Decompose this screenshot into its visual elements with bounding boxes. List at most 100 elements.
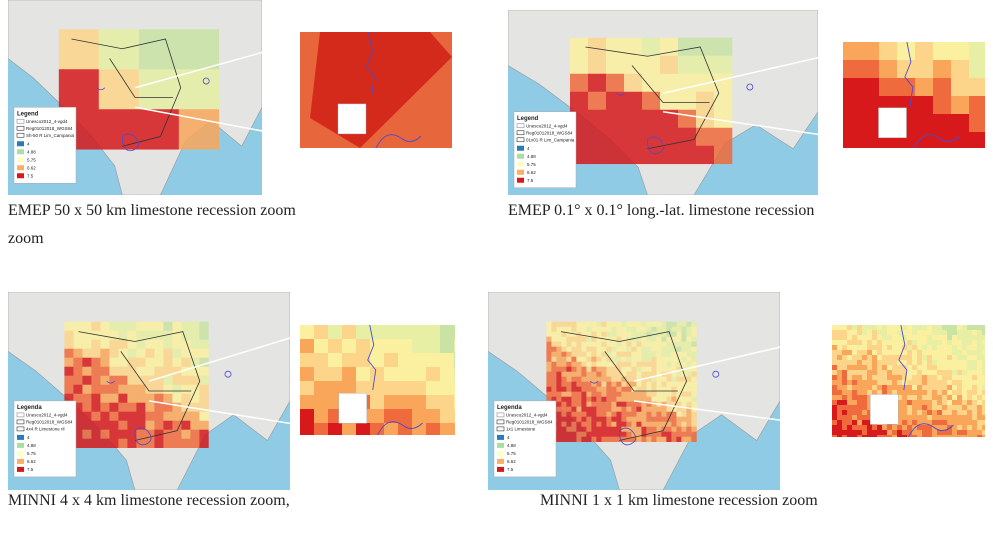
heat-cell: [691, 426, 697, 432]
zoom-cell: [877, 335, 883, 341]
zoom-cell: [861, 42, 880, 61]
heat-cell: [678, 109, 697, 129]
zoom-cell: [932, 345, 938, 351]
zoom-cell: [842, 370, 848, 376]
heat-cell: [621, 366, 627, 372]
heat-cell: [676, 371, 682, 377]
heat-cell: [681, 326, 687, 332]
heat-cell: [671, 426, 677, 432]
legend: LegendaUnesco2012_4-vgd4Reg01012018_WGS8…: [493, 400, 557, 478]
heat-cell: [642, 73, 661, 93]
heat-cell: [616, 426, 622, 432]
heat-cell: [566, 366, 572, 372]
zoom-cell: [867, 430, 873, 436]
heat-cell: [136, 429, 146, 439]
zoom-cell: [967, 340, 973, 346]
zoom-cell: [862, 325, 868, 331]
heat-cell: [571, 391, 577, 397]
zoom-cell: [454, 353, 455, 368]
heat-cell: [641, 431, 647, 437]
zoom-cell: [927, 435, 933, 437]
zoom-cell: [843, 114, 862, 133]
heat-cell: [601, 361, 607, 367]
heat-cell: [172, 438, 182, 448]
heat-cell: [551, 346, 557, 352]
zoom-cell: [977, 360, 983, 366]
heat-cell: [199, 375, 209, 385]
zoom-cell: [867, 380, 873, 386]
heat-cell: [556, 351, 562, 357]
heat-cell: [631, 321, 637, 327]
heat-cell: [571, 431, 577, 437]
zoom-cell: [314, 367, 329, 382]
zoom-cell: [877, 365, 883, 371]
heat-cell: [606, 421, 612, 427]
heat-cell: [118, 420, 128, 430]
heat-cell: [601, 381, 607, 387]
heat-cell: [656, 351, 662, 357]
zoom-cell: [957, 365, 963, 371]
zoom-cell: [952, 425, 958, 431]
zoom-cell: [300, 409, 315, 424]
heat-cell: [546, 396, 552, 402]
zoom-cell: [922, 360, 928, 366]
heat-cell: [691, 396, 697, 402]
zoom-cell: [952, 330, 958, 336]
zoom-cell: [962, 405, 968, 411]
heat-cell: [586, 431, 592, 437]
heat-cell: [190, 339, 200, 349]
zoom-cell: [879, 78, 898, 97]
zoom-cell: [932, 390, 938, 396]
zoom-cell: [962, 365, 968, 371]
zoom-cell: [862, 405, 868, 411]
zoom-cell: [454, 381, 455, 396]
heat-cell: [586, 396, 592, 402]
heat-cell: [127, 393, 137, 403]
heat-cell: [651, 396, 657, 402]
heat-cell: [576, 396, 582, 402]
heat-cell: [136, 330, 146, 340]
zoom-cell: [877, 350, 883, 356]
zoom-cell: [384, 367, 399, 382]
legend-layer: Unesco2012_4-vgd4: [526, 123, 568, 128]
heat-cell: [676, 401, 682, 407]
zoom-cell: [967, 365, 973, 371]
heat-cell: [571, 356, 577, 362]
legend-swatch: [496, 419, 505, 425]
heat-cell: [172, 402, 182, 412]
zoom-cell: [967, 430, 973, 436]
heat-cell: [556, 341, 562, 347]
heat-cell: [661, 326, 667, 332]
heat-cell: [651, 401, 657, 407]
zoom-cell: [967, 335, 973, 341]
zoom-cell: [972, 405, 978, 411]
heat-cell: [686, 356, 692, 362]
heat-cell: [641, 321, 647, 327]
zoom-cell: [957, 375, 963, 381]
zoom-cell: [967, 400, 973, 406]
heat-cell: [588, 37, 607, 57]
zoom-cell: [927, 365, 933, 371]
zoom-cell: [837, 400, 843, 406]
heat-cell: [666, 376, 672, 382]
site-outline: [96, 77, 210, 152]
heat-cell: [118, 321, 128, 331]
heat-cell: [661, 376, 667, 382]
heat-cell: [136, 348, 146, 358]
heat-cell: [109, 420, 119, 430]
heat-cell: [100, 330, 110, 340]
heat-cell: [551, 396, 557, 402]
heat-cell: [666, 366, 672, 372]
heat-cell: [601, 356, 607, 362]
heat-cell: [624, 55, 643, 75]
zoom-cell: [937, 395, 943, 401]
heat-cell: [145, 339, 155, 349]
zoom-cell: [977, 365, 983, 371]
heat-cell: [611, 431, 617, 437]
zoom-cell: [356, 325, 371, 340]
heat-cell: [671, 371, 677, 377]
heat-cell: [551, 326, 557, 332]
heat-cell: [606, 381, 612, 387]
heat-cell: [626, 341, 632, 347]
zoom-cell: [897, 385, 903, 391]
